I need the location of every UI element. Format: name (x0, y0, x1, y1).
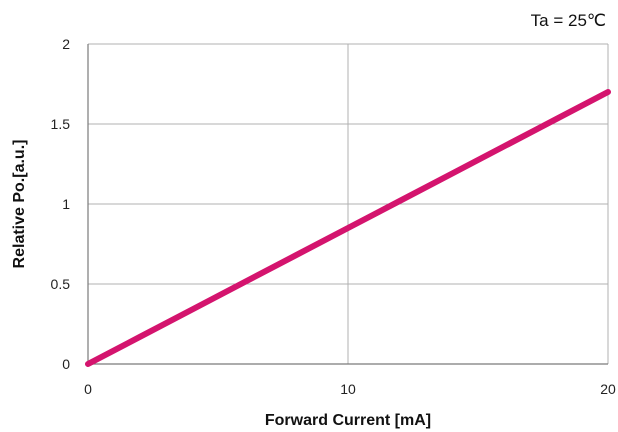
tick-labels: 00.511.520 10 20 (51, 36, 616, 397)
series-line-0 (85, 89, 611, 367)
temperature-annotation: Ta = 25℃ (531, 11, 606, 30)
x-tick-label-1: 10 (340, 381, 356, 397)
y-tick-label-1: 0.5 (51, 276, 71, 292)
y-tick-label-2: 1 (62, 196, 70, 212)
series (85, 89, 611, 367)
x-tick-label-2: 20 (600, 381, 616, 397)
y-tick-label-4: 2 (62, 36, 70, 52)
x-tick-label-0: 0 (84, 381, 92, 397)
y-axis-title: Relative Po.[a.u.] (11, 140, 28, 269)
y-tick-label-0: 0 (62, 356, 70, 372)
grid (88, 43, 609, 364)
x-axis-title: Forward Current [mA] (265, 412, 431, 429)
axes (87, 44, 608, 365)
y-tick-label-3: 1.5 (51, 116, 71, 132)
